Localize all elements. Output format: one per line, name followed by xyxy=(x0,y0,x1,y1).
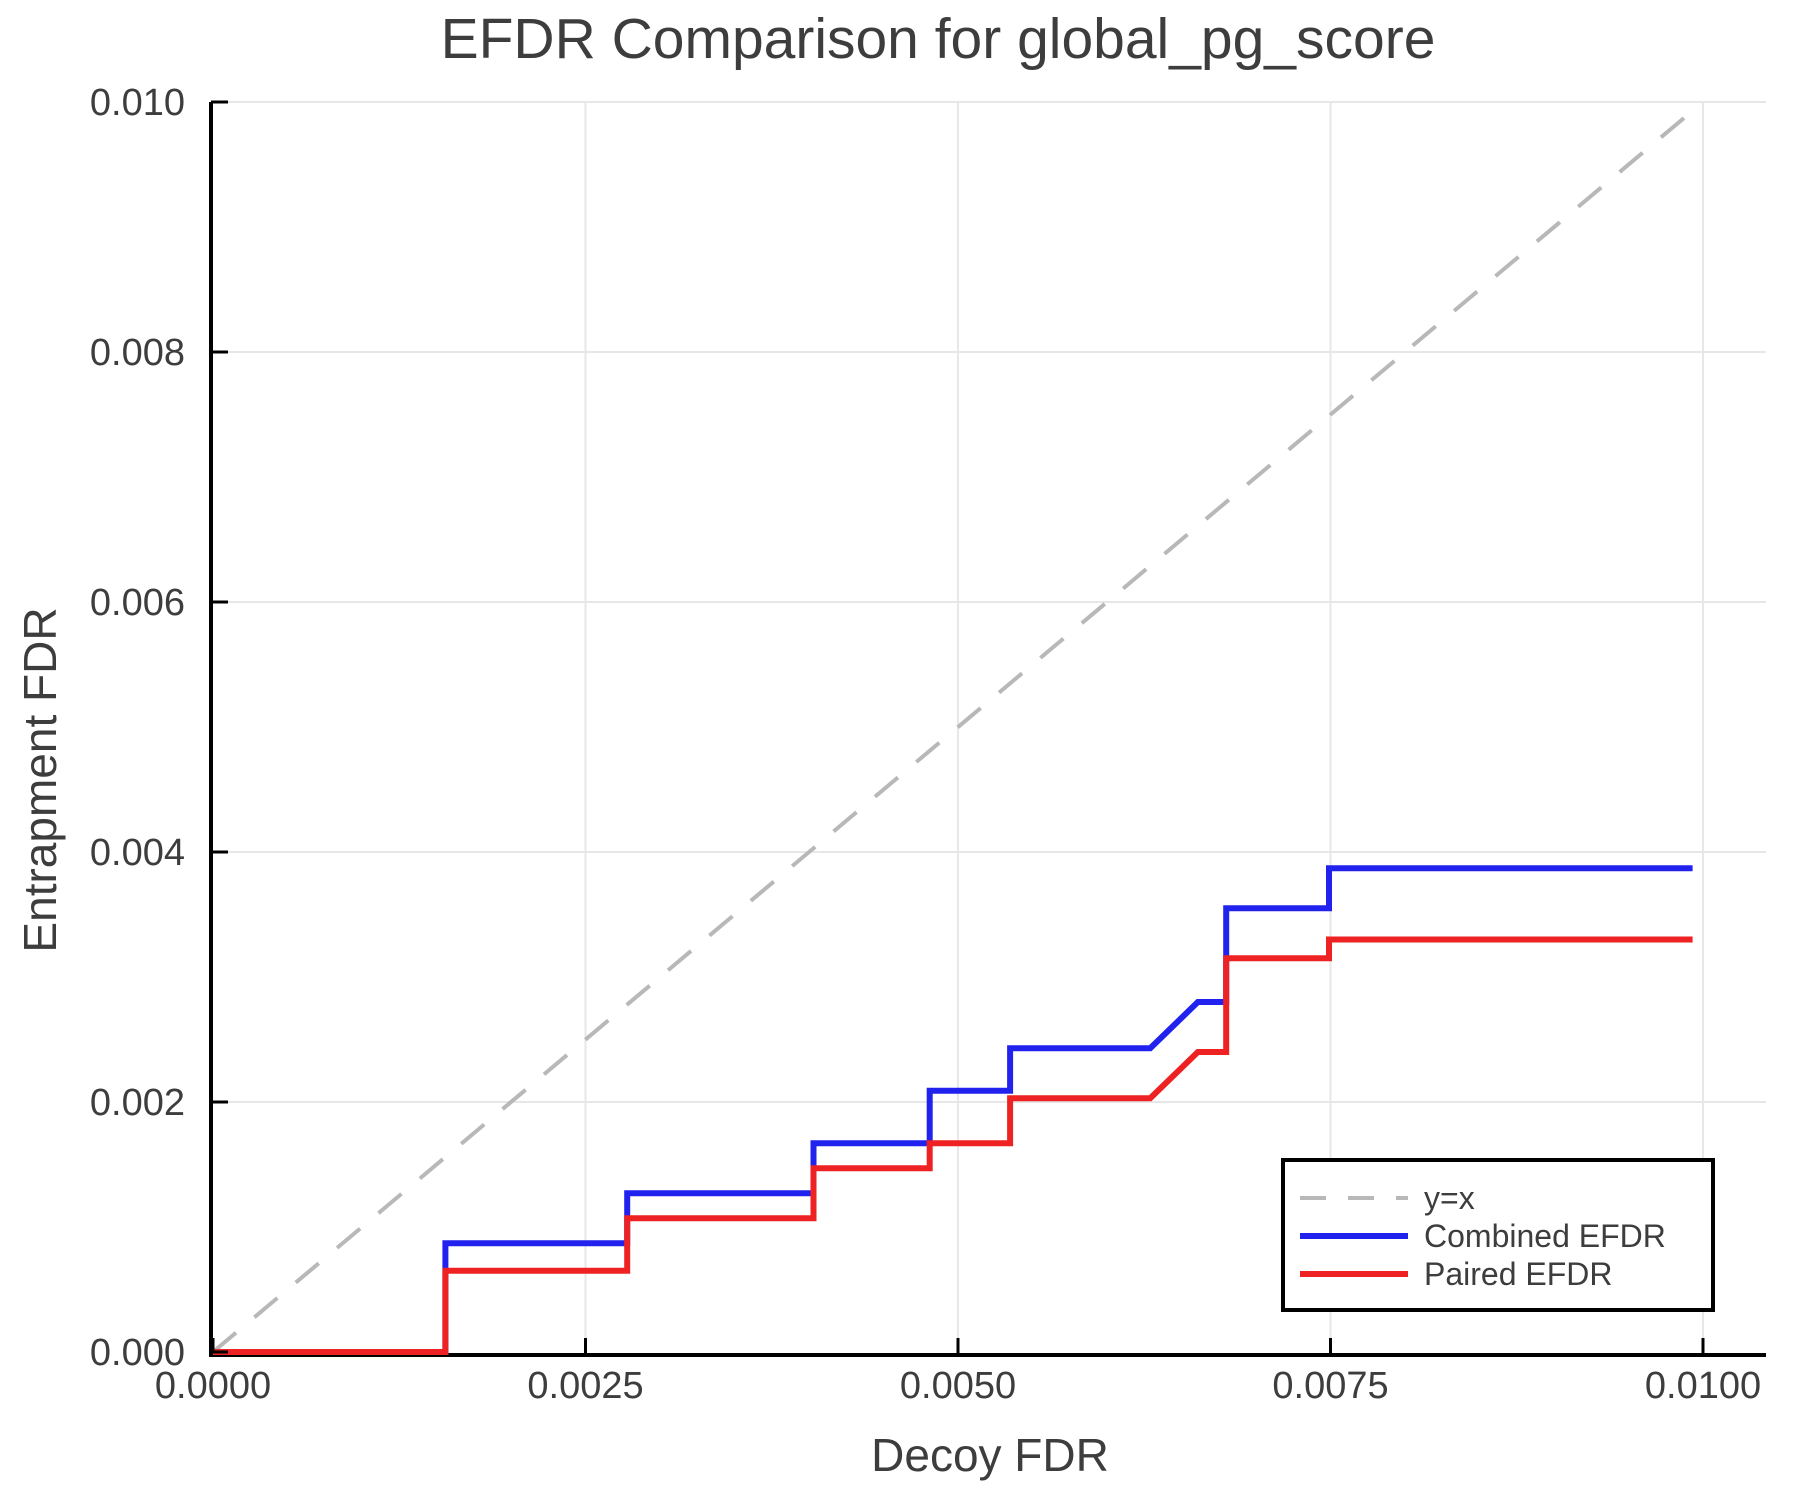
legend-label-y-x: y=x xyxy=(1424,1180,1475,1216)
series-lines xyxy=(211,106,1697,1355)
series-line-combined-efdr xyxy=(213,865,1693,1355)
y-axis-label: Entrapment FDR xyxy=(14,607,66,953)
legend-label-paired-efdr: Paired EFDR xyxy=(1424,1256,1613,1292)
axis-ticks xyxy=(211,100,1705,1354)
x-tick-label: 0.0000 xyxy=(155,1365,271,1407)
axis-spines xyxy=(209,102,1766,1357)
tick-labels: 0.0000 0.0025 0.0050 0.0075 0.0100 0.000 0.002… xyxy=(90,82,1761,1407)
y-tick-label: 0.004 xyxy=(90,832,185,874)
chart-title: EFDR Comparison for global_pg_score xyxy=(440,7,1436,71)
y-tick-label: 0.006 xyxy=(90,582,185,624)
x-tick-label: 0.0100 xyxy=(1645,1365,1761,1407)
x-axis-label: Decoy FDR xyxy=(871,1429,1109,1481)
series-line-paired-efdr xyxy=(213,936,1693,1355)
y-tick-label: 0.010 xyxy=(90,82,185,124)
y-tick-label: 0.000 xyxy=(90,1332,185,1374)
x-tick-label: 0.0050 xyxy=(900,1365,1016,1407)
x-tick-label: 0.0075 xyxy=(1272,1365,1388,1407)
legend-label-combined-efdr: Combined EFDR xyxy=(1424,1218,1666,1254)
y-tick-label: 0.008 xyxy=(90,332,185,374)
x-tick-label: 0.0025 xyxy=(527,1365,643,1407)
y-tick-label: 0.002 xyxy=(90,1082,185,1124)
gridlines xyxy=(213,101,1766,1352)
